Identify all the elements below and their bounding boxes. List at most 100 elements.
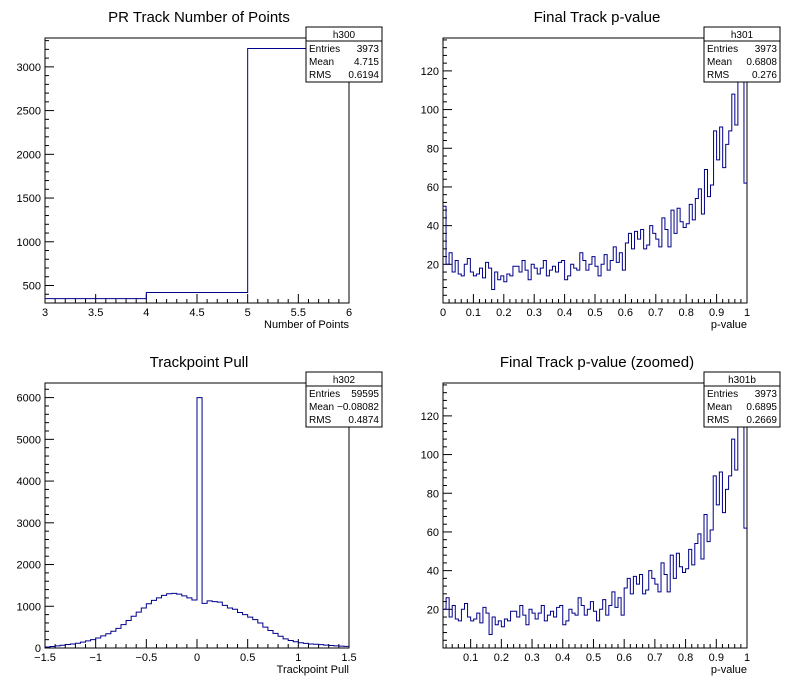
- stats-value: 4.715: [354, 57, 379, 68]
- stats-box-name: h300: [333, 30, 356, 41]
- y-tick-label: 40: [427, 221, 439, 233]
- y-tick-label: 100: [421, 105, 439, 117]
- pad-final-track-p-value-zoomed: Final Track p-value (zoomed) 0.1 0.2 0.3 0.4…: [398, 345, 796, 690]
- plot-frame: [44, 37, 350, 304]
- x-tick-label: 1: [744, 307, 750, 319]
- x-axis-label: Number of Points: [264, 319, 349, 331]
- stats-label: Mean: [309, 57, 334, 68]
- chart-title: Final Track p-value: [534, 9, 661, 26]
- y-tick-label: 4000: [17, 476, 41, 488]
- stats-label: RMS: [309, 415, 332, 426]
- histogram-line: [443, 70, 747, 290]
- y-tick-label: 5000: [17, 434, 41, 446]
- x-tick-label: 0.6: [618, 307, 633, 319]
- x-tick-label: 0.4: [555, 652, 570, 664]
- x-tick-label: 0.5: [240, 652, 255, 664]
- x-tick-label: 0.7: [647, 652, 662, 664]
- stats-label: RMS: [707, 415, 730, 426]
- stats-label: Entries: [309, 44, 340, 55]
- pad-final-track-p-value: Final Track p-value 0 0.1 0.2 0.3 0.4 0.5 0.6 0.…: [398, 0, 796, 345]
- chart-title: Final Track p-value (zoomed): [500, 354, 694, 371]
- x-tick-label: 0.2: [496, 307, 511, 319]
- x-tick-label: 0.8: [678, 652, 693, 664]
- x-tick-label: 0.1: [463, 652, 478, 664]
- stats-box-frame: [305, 26, 383, 83]
- y-tick-label: 120: [421, 66, 439, 78]
- chart-svg-h301b: Final Track p-value (zoomed) 0.1 0.2 0.3 0.4…: [421, 354, 781, 676]
- x-tick-label: 1.5: [341, 652, 356, 664]
- y-tick-label: 80: [427, 143, 439, 155]
- stats-value: 3973: [755, 389, 778, 400]
- stats-value: 3973: [755, 44, 778, 55]
- x-tick-label: 0: [440, 307, 446, 319]
- stats-label: Mean: [707, 57, 732, 68]
- y-tick-label: 6000: [17, 393, 41, 405]
- x-tick-label: 0.6: [617, 652, 632, 664]
- chart-title: Trackpoint Pull: [150, 354, 249, 371]
- y-tick-label: 0: [35, 643, 41, 655]
- x-tick-label: 4.5: [189, 307, 204, 319]
- stats-box-frame: [703, 26, 781, 83]
- x-tick-label: 0.3: [524, 652, 539, 664]
- histogram-line: [45, 48, 349, 300]
- x-tick-label: 0.5: [587, 307, 602, 319]
- y-tick-label: 2000: [17, 149, 41, 161]
- pad-trackpoint-pull: Trackpoint Pull −1.5 −1 −0.5 0 0.5 1 1.5 0 1000 20…: [0, 345, 398, 690]
- stats-box-name: h301: [731, 30, 754, 41]
- histogram-line: [443, 415, 747, 635]
- y-tick-label: 60: [427, 182, 439, 194]
- x-tick-label: 0.4: [557, 307, 572, 319]
- y-tick-label: 20: [427, 259, 439, 271]
- x-tick-label: 0.2: [494, 652, 509, 664]
- x-tick-label: −0.5: [135, 652, 157, 664]
- stats-label: Entries: [707, 389, 738, 400]
- x-tick-label: 5.5: [291, 307, 306, 319]
- stats-value: 0.276: [752, 70, 777, 81]
- x-tick-label: 6: [346, 307, 352, 319]
- histogram-line: [45, 397, 349, 648]
- stats-label: Mean: [309, 402, 334, 413]
- stats-box: h300 Entries 3973 Mean 4.715 RMS 0.6194: [305, 26, 383, 83]
- x-tick-label: 5: [245, 307, 251, 319]
- stats-value: 0.6194: [348, 70, 379, 81]
- x-tick-label: 0.9: [709, 307, 724, 319]
- chart-svg-h301: Final Track p-value 0 0.1 0.2 0.3 0.4 0.5 0.6 0.…: [421, 9, 781, 331]
- plot-frame: [442, 382, 748, 649]
- chart-title: PR Track Number of Points: [108, 9, 290, 26]
- x-tick-label: 0.8: [679, 307, 694, 319]
- stats-value: 0.6895: [746, 402, 777, 413]
- stats-box: h301 Entries 3973 Mean 0.6808 RMS 0.276: [703, 26, 781, 83]
- y-tick-label: 3000: [17, 518, 41, 530]
- y-tick-label: 1500: [17, 193, 41, 205]
- x-axis-label: p-value: [711, 319, 747, 331]
- stats-box-name: h302: [333, 375, 356, 386]
- chart-svg-h300: PR Track Number of Points 3 3.5 4 4.5 5 5.5 6 50…: [17, 9, 383, 331]
- x-tick-label: −1: [89, 652, 102, 664]
- stats-label: Mean: [707, 402, 732, 413]
- stats-box: h301b Entries 3973 Mean 0.6895 RMS 0.2669: [703, 371, 781, 428]
- x-axis-label: Trackpoint Pull: [277, 664, 349, 676]
- chart-svg-h302: Trackpoint Pull −1.5 −1 −0.5 0 0.5 1 1.5 0 1000 20…: [17, 354, 383, 676]
- pad-pr-track-number-of-points: PR Track Number of Points 3 3.5 4 4.5 5 5.5 6 50…: [0, 0, 398, 345]
- stats-value: 3973: [357, 44, 380, 55]
- stats-label: Entries: [309, 389, 340, 400]
- y-tick-label: 100: [421, 450, 439, 462]
- stats-value: 0.2669: [746, 415, 777, 426]
- stats-value: 0.4874: [348, 415, 379, 426]
- stats-box: h302 Entries 59595 Mean −0.08082 RMS 0.4874: [305, 371, 383, 428]
- x-axis-label: p-value: [711, 664, 747, 676]
- x-tick-label: −1.5: [34, 652, 56, 664]
- x-tick-label: 0.1: [466, 307, 481, 319]
- y-tick-label: 2000: [17, 560, 41, 572]
- y-tick-label: 40: [427, 566, 439, 578]
- y-tick-label: 80: [427, 488, 439, 500]
- x-tick-label: 0.5: [586, 652, 601, 664]
- stats-box-name: h301b: [728, 375, 756, 386]
- stats-value: 59595: [351, 389, 379, 400]
- x-tick-label: 3: [42, 307, 48, 319]
- x-tick-label: 0: [194, 652, 200, 664]
- stats-label: Entries: [707, 44, 738, 55]
- stats-value: −0.08082: [337, 402, 379, 413]
- y-tick-label: 60: [427, 527, 439, 539]
- stats-label: RMS: [707, 70, 730, 81]
